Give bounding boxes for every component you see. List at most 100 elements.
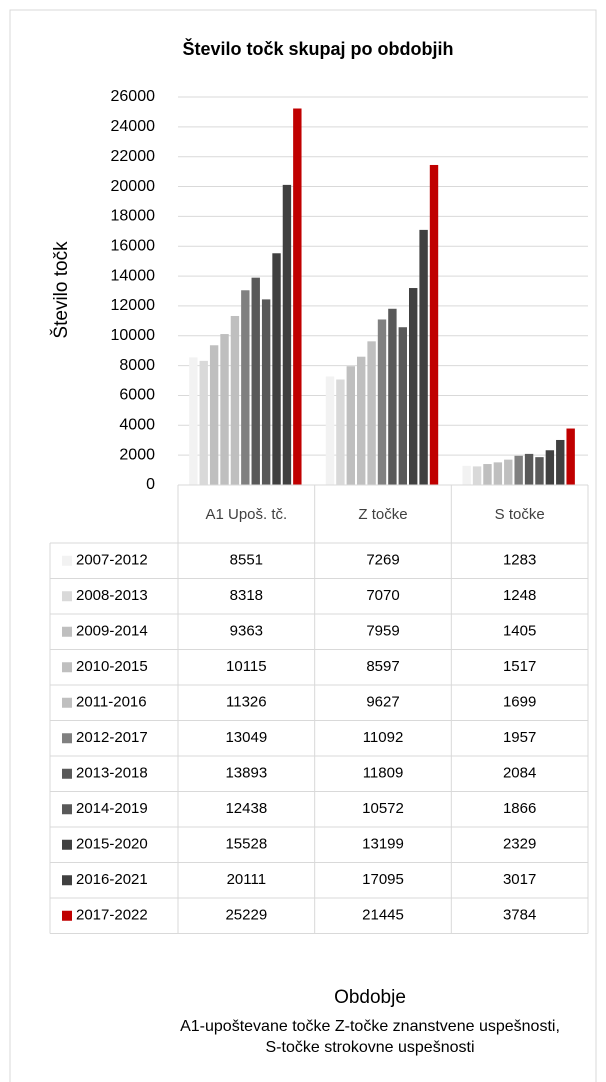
- table-value: 20111: [227, 871, 267, 888]
- legend-label: 2011-2016: [76, 694, 147, 711]
- bar: [377, 319, 387, 485]
- legend-label: 2013-2018: [76, 765, 148, 782]
- legend-key: [62, 733, 72, 744]
- bar: [220, 334, 229, 485]
- bar: [261, 299, 271, 485]
- bar: [409, 288, 418, 485]
- table-value: 13049: [225, 729, 267, 746]
- bar: [483, 464, 492, 485]
- x-axis-title: Obdobje: [334, 987, 406, 1008]
- bar: [199, 360, 208, 485]
- table-value: 7959: [366, 623, 399, 640]
- bar: [535, 457, 544, 485]
- legend-key: [62, 910, 72, 921]
- bar: [251, 277, 260, 485]
- legend-key: [62, 626, 72, 637]
- legend-key: [62, 804, 72, 815]
- bar: [189, 357, 198, 485]
- table-value: 3784: [503, 907, 536, 924]
- bar: [325, 376, 335, 485]
- legend-key: [62, 875, 72, 886]
- chart-title: Število točk skupaj po obdobjih: [182, 38, 453, 59]
- bar: [545, 450, 555, 485]
- table-value: 3017: [503, 871, 536, 888]
- note-line: A1-upoštevane točke Z-točke znanstvene u…: [180, 1018, 560, 1035]
- bar: [398, 327, 407, 485]
- note-line: S-točke strokovne uspešnosti: [265, 1039, 475, 1056]
- legend-label: 2015-2020: [76, 836, 148, 853]
- table-value: 2329: [503, 836, 536, 853]
- bar: [346, 366, 355, 485]
- table-value: 1699: [503, 694, 536, 711]
- bar: [514, 455, 523, 485]
- category-label: A1 Upoš. tč.: [205, 505, 288, 523]
- bar: [472, 466, 482, 485]
- y-tick-label: 4000: [119, 417, 155, 434]
- y-tick-label: 0: [146, 476, 155, 493]
- table-value: 13893: [225, 765, 267, 782]
- table-value: 11092: [363, 729, 404, 746]
- table-value: 21445: [362, 907, 404, 924]
- bar: [388, 308, 397, 485]
- table-value: 8597: [366, 658, 399, 675]
- bar: [419, 229, 428, 485]
- bar: [566, 428, 575, 485]
- legend-label: 2012-2017: [76, 729, 148, 746]
- table-value: 1283: [503, 552, 536, 569]
- table-value: 25229: [225, 907, 267, 924]
- category-label: Z točke: [358, 505, 408, 523]
- bar: [282, 184, 292, 485]
- legend-key: [62, 839, 72, 850]
- y-tick-label: 10000: [111, 327, 156, 344]
- table-value: 1866: [503, 800, 536, 817]
- legend-label: 2014-2019: [76, 800, 148, 817]
- y-tick-label: 6000: [119, 387, 155, 404]
- bar: [493, 462, 503, 485]
- table-value: 7269: [366, 552, 399, 569]
- legend-key: [62, 591, 72, 602]
- table-value: 10572: [362, 800, 404, 817]
- legend-label: 2009-2014: [76, 623, 148, 640]
- legend-key: [62, 555, 72, 566]
- legend-label: 2017-2022: [76, 907, 148, 924]
- table-value: 11326: [226, 694, 267, 711]
- bar: [556, 439, 565, 485]
- y-tick-label: 12000: [111, 297, 156, 314]
- table-value: 1957: [503, 729, 536, 746]
- table-value: 1248: [503, 587, 536, 604]
- table-value: 8551: [230, 552, 263, 569]
- bar: [367, 341, 376, 485]
- bar: [230, 315, 240, 485]
- legend-key: [62, 662, 72, 673]
- table-value: 1517: [503, 658, 536, 675]
- y-tick-label: 18000: [111, 208, 156, 225]
- category-label: S točke: [494, 505, 545, 523]
- table-value: 1405: [503, 623, 536, 640]
- bar: [209, 345, 219, 485]
- notes: A1-upoštevane točke Z-točke znanstvene u…: [150, 1016, 590, 1058]
- legend-key: [62, 768, 72, 779]
- table-value: 2084: [503, 765, 536, 782]
- chart-border: [9, 9, 597, 1082]
- legend-label: 2007-2012: [76, 552, 148, 569]
- y-axis-title: Število točk: [50, 241, 72, 339]
- bar: [357, 356, 366, 485]
- bar: [241, 290, 250, 485]
- table-value: 9627: [366, 694, 399, 711]
- bar: [504, 459, 513, 485]
- table-value: 13199: [362, 836, 404, 853]
- bar: [336, 379, 345, 485]
- bar: [272, 253, 281, 485]
- table-value: 9363: [230, 623, 263, 640]
- table-value: 11809: [363, 765, 404, 782]
- legend-label: 2010-2015: [76, 658, 148, 675]
- y-tick-label: 2000: [119, 446, 155, 463]
- y-tick-label: 14000: [111, 267, 156, 284]
- legend-label: 2016-2021: [76, 871, 148, 888]
- bar: [429, 164, 439, 485]
- y-tick-label: 16000: [111, 237, 156, 254]
- legend-label: 2008-2013: [76, 587, 148, 604]
- bar: [293, 108, 302, 486]
